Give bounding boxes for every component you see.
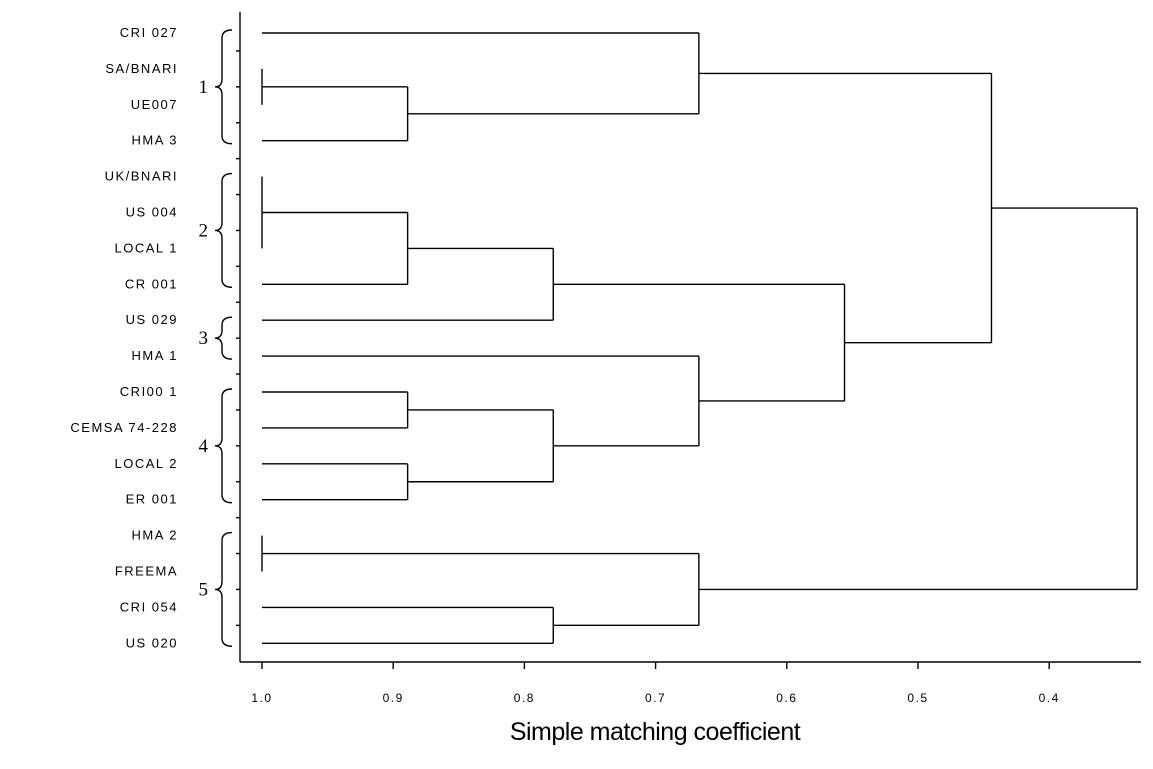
x-tick-label: 0.9 [383, 691, 404, 705]
x-tick-label: 0.7 [645, 691, 666, 705]
leaf-label: UK/BNARI [105, 169, 178, 184]
x-tick-label: 1.0 [251, 691, 272, 705]
leaf-label: US 004 [126, 205, 178, 220]
leaf-label: ER 001 [126, 492, 178, 507]
leaf-label: CRI 027 [120, 25, 178, 40]
group-number: 3 [199, 328, 209, 349]
leaf-label: CRI 054 [120, 599, 178, 614]
group-number: 2 [199, 220, 209, 241]
x-axis-title: Simple matching coefficient [510, 718, 801, 746]
group-brace [214, 172, 233, 288]
leaf-label-group: CRI 027 SA/BNARI UE007 HMA 3 UK/BNARI US 004 L… [70, 25, 179, 650]
leaf-label: SA/BNARI [105, 61, 178, 76]
leaf-label: CEMSA 74-228 [70, 420, 178, 435]
group-brace-group: 1 2 3 4 5 [199, 29, 233, 647]
x-tick-label: 0.5 [907, 691, 928, 705]
x-tick-label: 0.4 [1039, 691, 1060, 705]
leaf-label: US 029 [126, 312, 178, 327]
x-tick-label: 0.8 [514, 691, 535, 705]
leaf-label: CRI00 1 [120, 384, 178, 399]
x-tick-label: 0.6 [776, 691, 797, 705]
leaf-label: LOCAL 1 [115, 240, 179, 255]
leaf-label: FREEMA [115, 564, 178, 579]
group-brace [214, 531, 233, 647]
group-number: 1 [199, 77, 209, 98]
group-brace [214, 316, 233, 360]
tree-branch-group [261, 32, 1138, 644]
leaf-label: HMA 1 [131, 348, 178, 363]
group-brace [214, 388, 233, 504]
leaf-label: UE007 [131, 97, 178, 112]
axis-group: 1.0 0.9 0.8 0.7 0.6 0.5 0.4 [236, 12, 1142, 705]
leaf-label: US 020 [126, 635, 178, 650]
leaf-label: CR 001 [125, 276, 178, 291]
group-brace [214, 29, 233, 145]
leaf-label: HMA 2 [131, 528, 178, 543]
leaf-label: LOCAL 2 [115, 456, 179, 471]
group-number: 5 [199, 579, 209, 600]
group-number: 4 [199, 436, 209, 457]
leaf-label: HMA 3 [131, 133, 178, 148]
